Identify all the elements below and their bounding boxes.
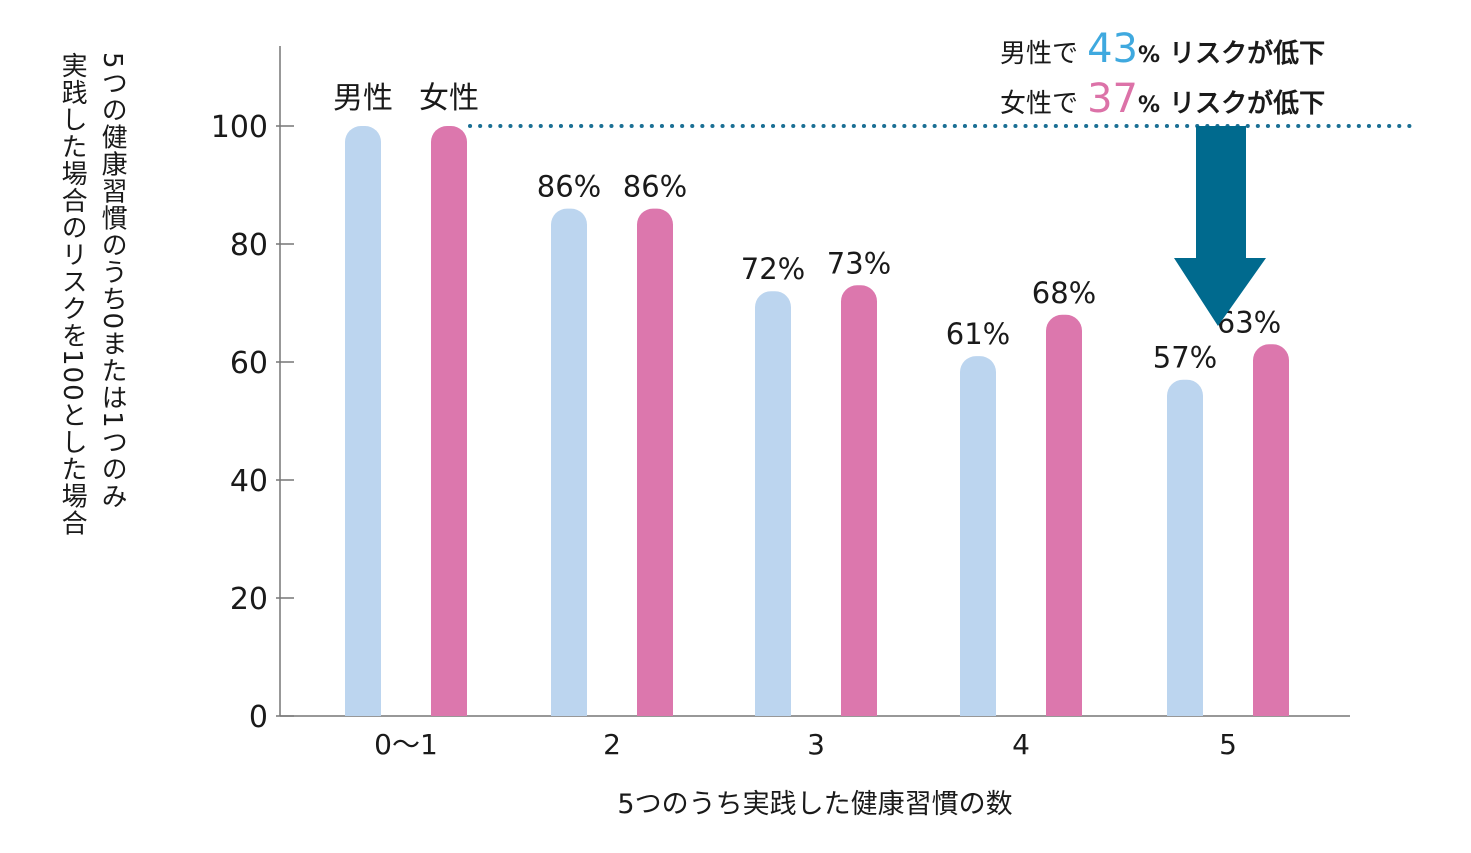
down-arrow-icon xyxy=(1174,126,1266,326)
bar-female xyxy=(1046,314,1082,716)
bar-male xyxy=(1167,379,1203,716)
callout-male-value: 43 xyxy=(1087,26,1138,72)
value-label-female: 73% xyxy=(827,246,891,280)
x-axis-label: 5つのうち実践した健康習慣の数 xyxy=(617,789,1013,820)
y-tick-label: 80 xyxy=(230,228,268,263)
x-tick-label: 4 xyxy=(1012,728,1030,761)
callout-female-suffix: リスクが低下 xyxy=(1160,89,1326,119)
value-label-male: 72% xyxy=(741,252,805,286)
bar-base-male xyxy=(551,696,587,716)
callout-male-unit: % xyxy=(1137,43,1161,68)
legend-female: 女性 xyxy=(419,81,479,116)
y-tick-label: 60 xyxy=(230,346,268,381)
bar-female xyxy=(431,126,467,716)
y-tick-label: 40 xyxy=(230,464,268,499)
x-tick-label: 2 xyxy=(603,728,621,761)
bar-female xyxy=(637,208,673,716)
x-tick-label: 0〜1 xyxy=(374,728,438,761)
bar-base-male xyxy=(1167,696,1203,716)
bar-female xyxy=(841,285,877,716)
y-axis-label-line-2: 実践した場合のリスクを100とした場合 xyxy=(57,52,88,537)
value-label-male: 86% xyxy=(537,170,601,204)
bar-base-female xyxy=(431,696,467,716)
legend-male: 男性 xyxy=(333,81,393,116)
value-label-female: 68% xyxy=(1032,276,1096,310)
bar-base-male xyxy=(960,696,996,716)
bar-male xyxy=(345,126,381,716)
x-tick-label: 5 xyxy=(1219,728,1237,761)
bar-base-female xyxy=(637,696,673,716)
y-tick-label: 100 xyxy=(211,110,268,145)
bar-base-female xyxy=(1253,696,1289,716)
bar-base-female xyxy=(1046,696,1082,716)
value-label-female: 86% xyxy=(623,170,687,204)
bar-base-female xyxy=(841,696,877,716)
callout-female-unit: % xyxy=(1137,93,1161,118)
bar-male xyxy=(551,208,587,716)
bar-male xyxy=(755,291,791,716)
bar-female xyxy=(1253,344,1289,716)
bar-base-male xyxy=(345,696,381,716)
callout-female-prefix: 女性で xyxy=(1000,89,1079,119)
callout-male-prefix: 男性で xyxy=(1000,39,1079,69)
bar-base-male xyxy=(755,696,791,716)
value-label-male: 57% xyxy=(1153,341,1217,375)
callout-female-value: 37 xyxy=(1087,76,1138,122)
callout-male: 男性で 43% リスクが低下 xyxy=(1000,26,1325,72)
bar-male xyxy=(960,356,996,716)
y-tick-label: 0 xyxy=(249,700,268,735)
callout-male-suffix: リスクが低下 xyxy=(1160,39,1326,69)
x-tick-label: 3 xyxy=(807,728,825,761)
value-label-male: 61% xyxy=(946,317,1010,351)
y-axis-label-line-1: 5つの健康習慣のうち0または1つのみ xyxy=(97,52,128,510)
callout-female: 女性で 37% リスクが低下 xyxy=(1000,76,1325,122)
y-tick-label: 20 xyxy=(230,582,268,617)
